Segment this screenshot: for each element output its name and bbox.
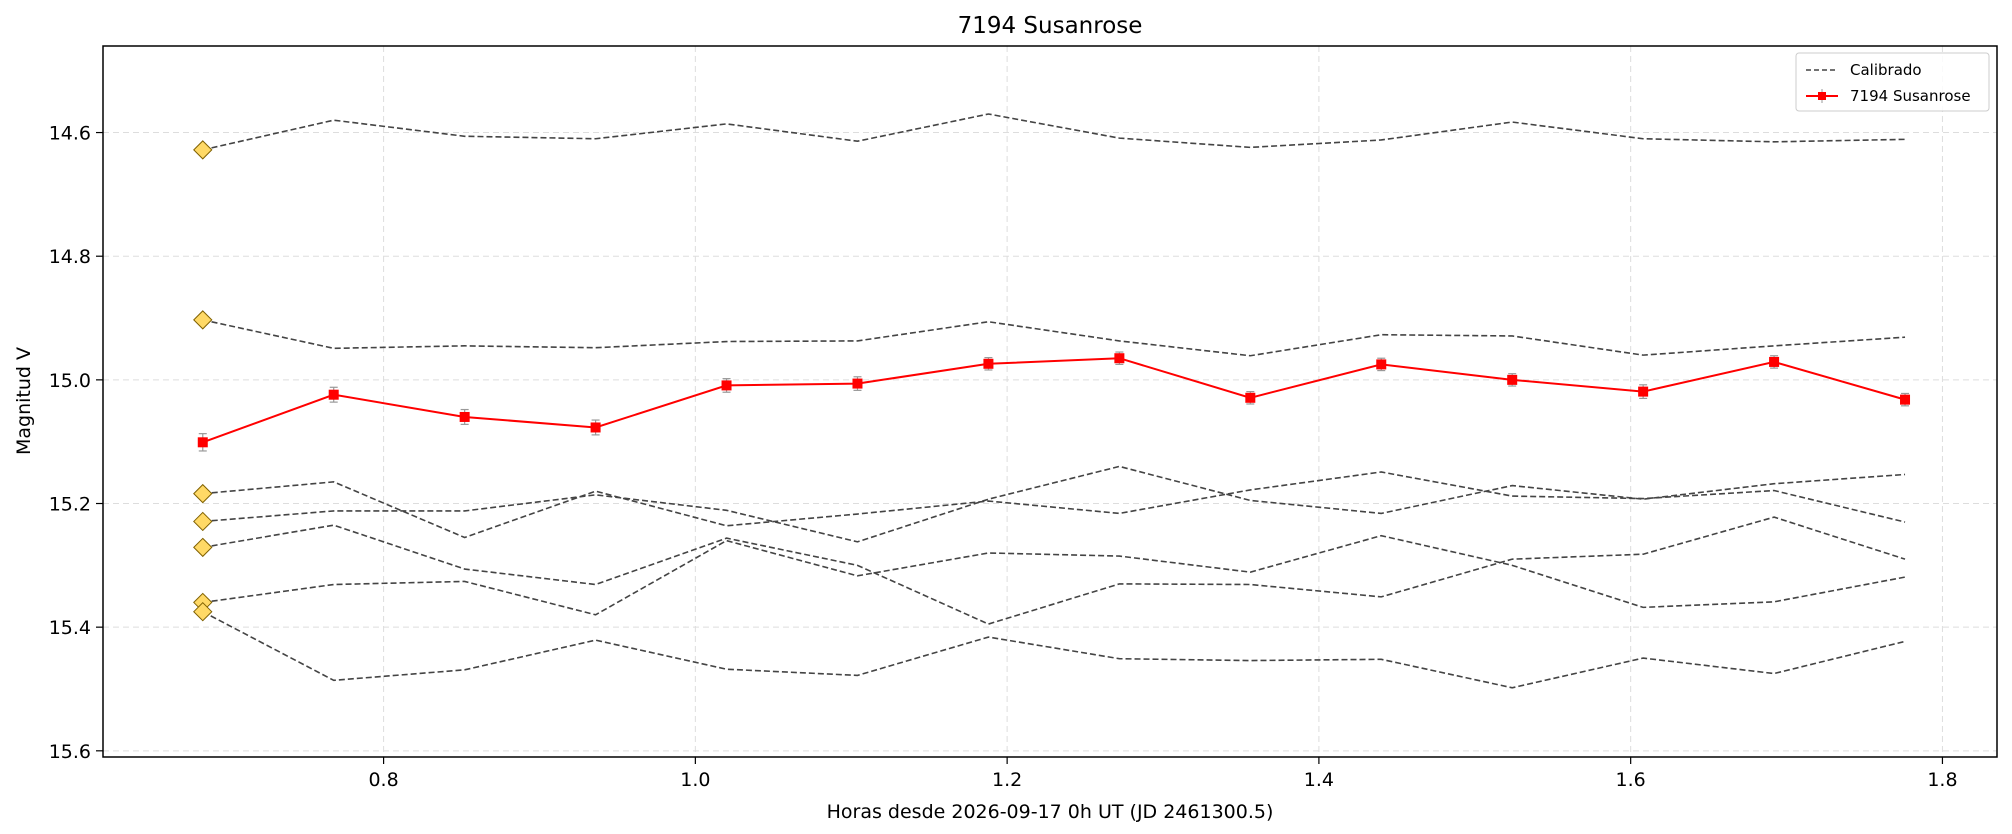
plot-frame (102, 45, 1998, 758)
comparison-start-marker (193, 483, 213, 504)
comparison-start-marker (193, 310, 213, 330)
comparison-line (202, 113, 1906, 151)
comparison-line (202, 465, 1906, 543)
target-marker (721, 380, 732, 391)
x-axis-label: Horas desde 2026-09-17 0h UT (JD 2461300… (827, 801, 1274, 823)
target-marker (1507, 374, 1518, 385)
target-marker (197, 437, 208, 448)
comparison-line (202, 516, 1906, 625)
target-marker (1376, 359, 1387, 370)
target-marker (328, 389, 339, 400)
comparison-line (202, 611, 1906, 689)
comparison-start-marker (193, 140, 213, 160)
y-tick-label: 14.8 (49, 246, 91, 268)
target-line (202, 357, 1906, 444)
target-series-group (197, 351, 1911, 452)
legend: Calibrado 7194 Susanrose (1795, 52, 1990, 112)
comparison-series-group (193, 113, 1906, 689)
legend-comparison-label: Calibrado (1850, 61, 1922, 79)
legend-box (1795, 52, 1990, 112)
comparison-start-marker (193, 602, 213, 622)
y-tick-label: 14.6 (49, 123, 91, 145)
comparison-line (202, 319, 1906, 357)
comparison-line (202, 534, 1906, 616)
x-tick-label: 1.4 (1304, 769, 1334, 791)
target-marker (1245, 392, 1256, 403)
legend-target-marker (1818, 92, 1826, 100)
y-tick-label: 15.2 (49, 494, 91, 516)
target-marker (590, 422, 601, 433)
x-tick-label: 1.2 (992, 769, 1022, 791)
x-tick-label: 1.8 (1927, 769, 1957, 791)
axis-ticks: 0.8 1.0 1.2 1.4 1.6 1.8 14.6 14.8 15.0 15.2 15.4 15… (49, 123, 1958, 791)
y-tick-label: 15.0 (49, 370, 91, 392)
x-tick-label: 0.8 (368, 769, 398, 791)
y-tick-label: 15.4 (49, 617, 91, 639)
comparison-start-marker (193, 537, 213, 558)
target-marker (1900, 394, 1911, 405)
comparison-start-marker (193, 511, 213, 532)
x-tick-label: 1.0 (680, 769, 710, 791)
target-marker (1114, 353, 1125, 364)
x-tick-label: 1.6 (1616, 769, 1646, 791)
target-marker (852, 378, 863, 389)
chart-title: 7194 Susanrose (958, 13, 1143, 39)
legend-target-label: 7194 Susanrose (1850, 87, 1971, 105)
target-marker (1638, 386, 1649, 397)
grid (103, 46, 1997, 757)
target-marker (1769, 356, 1780, 367)
y-tick-label: 15.6 (49, 741, 91, 763)
target-marker (459, 411, 470, 422)
target-marker (983, 358, 994, 369)
comparison-line (202, 471, 1906, 539)
y-axis-label: Magnitud V (13, 347, 35, 455)
